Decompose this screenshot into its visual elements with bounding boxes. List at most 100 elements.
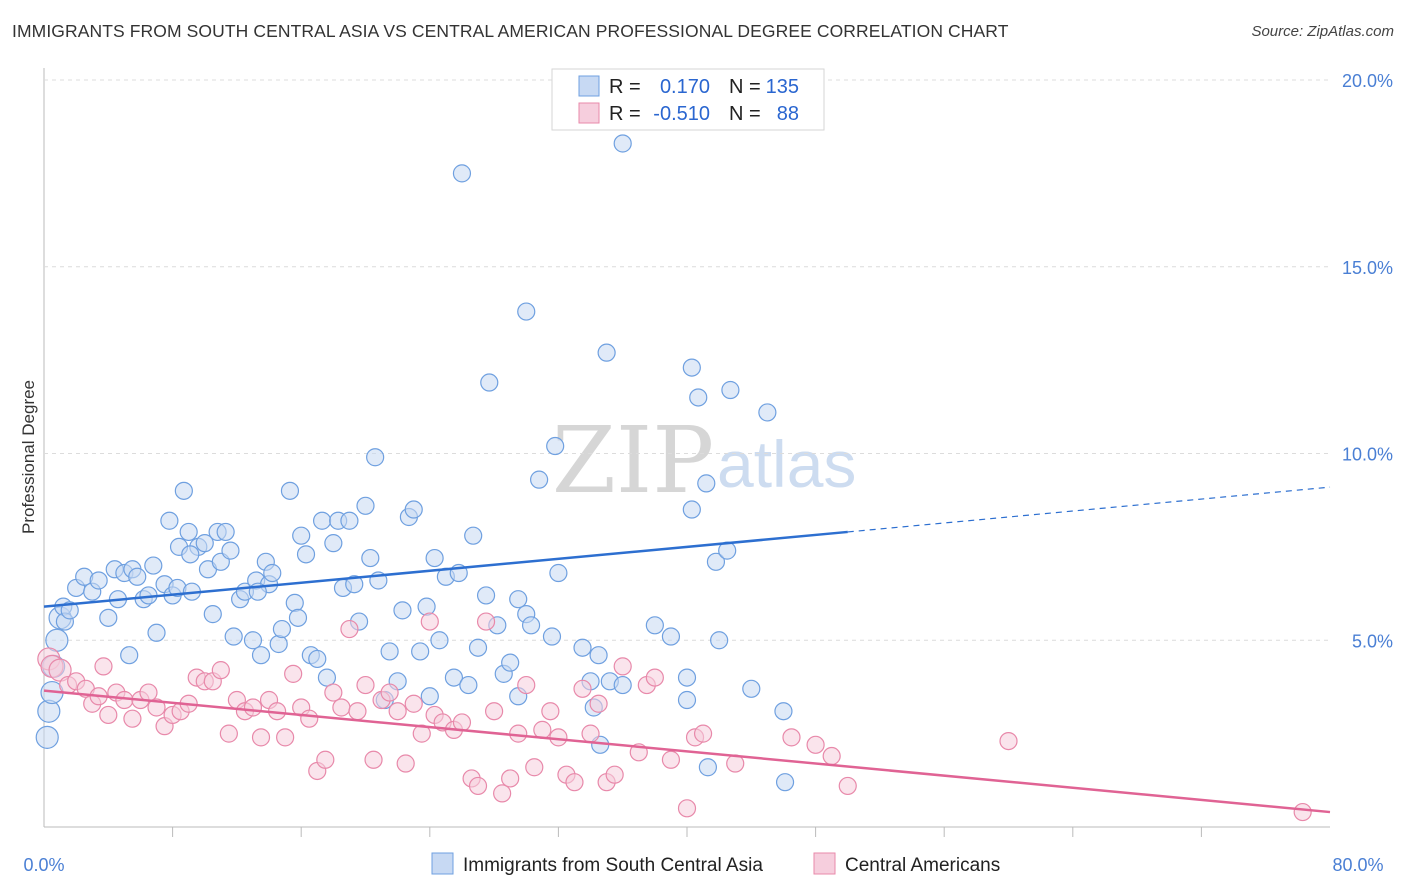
data-point: [774, 702, 793, 721]
data-point: [605, 765, 624, 784]
y-axis-label: Professional Degree: [19, 380, 38, 534]
data-point: [999, 731, 1018, 751]
y-tick-label: 5.0%: [1352, 631, 1393, 651]
trend-lines: [43, 486, 1331, 814]
data-point: [589, 694, 608, 713]
data-point: [485, 702, 504, 721]
data-point: [1293, 802, 1312, 822]
data-point: [224, 627, 243, 646]
data-point: [541, 702, 560, 721]
data-point: [710, 631, 729, 650]
data-point: [613, 675, 632, 695]
data-point: [147, 623, 166, 642]
data-point: [60, 601, 79, 620]
legend-swatch-blue: [578, 75, 600, 97]
data-point: [94, 657, 113, 676]
data-point: [356, 675, 375, 695]
data-point: [546, 436, 565, 456]
watermark-zip: ZIP: [552, 407, 714, 514]
data-point: [430, 631, 449, 650]
data-point: [345, 575, 364, 594]
data-point: [243, 631, 263, 650]
data-point: [542, 627, 562, 646]
data-point: [425, 548, 444, 568]
data-point: [221, 541, 240, 560]
data-point: [525, 758, 544, 777]
legend-n-value-2: 88: [777, 103, 799, 125]
data-point: [128, 567, 147, 586]
data-point: [308, 649, 327, 669]
y-tick-labels: 5.0% 10.0% 15.0% 20.0%: [1342, 71, 1393, 651]
data-point: [251, 728, 271, 747]
data-point: [35, 725, 59, 749]
data-point: [99, 608, 118, 627]
data-point: [356, 496, 375, 515]
data-point: [573, 638, 592, 657]
y-tick-label: 20.0%: [1342, 71, 1393, 91]
data-point: [219, 724, 238, 743]
data-point: [366, 448, 385, 467]
data-point: [549, 728, 568, 747]
data-point: [459, 675, 478, 695]
source-credit: Source: ZipAtlas.com: [1251, 23, 1394, 40]
bottom-legend-label-1: Immigrants from South Central Asia: [463, 855, 763, 876]
data-point: [468, 638, 488, 657]
legend-n-value-1: 135: [766, 76, 799, 98]
data-point: [179, 522, 198, 542]
data-point: [509, 590, 528, 609]
data-point: [280, 481, 300, 500]
legend-n-label-2: N =: [729, 103, 761, 125]
data-point: [380, 642, 399, 661]
data-point: [269, 634, 288, 654]
data-point: [501, 653, 520, 672]
data-point: [452, 164, 472, 183]
y-tick-label: 15.0%: [1342, 258, 1393, 278]
data-point: [775, 773, 795, 792]
data-point: [284, 664, 303, 683]
data-point: [530, 470, 549, 489]
data-point: [285, 593, 304, 613]
data-point: [758, 403, 777, 422]
correlation-legend: R = 0.170 N = 135 R = -0.510 N = 88: [551, 68, 825, 131]
data-point: [838, 776, 857, 796]
x-tick-label-max: 80.0%: [1332, 855, 1383, 875]
data-point: [340, 619, 359, 639]
data-point: [480, 373, 499, 392]
data-point: [689, 388, 708, 407]
data-point: [174, 481, 193, 500]
data-point: [243, 698, 263, 717]
data-point: [251, 646, 271, 665]
data-point: [144, 556, 163, 575]
data-point: [123, 709, 142, 728]
data-point: [263, 563, 282, 583]
data-point: [417, 597, 436, 616]
data-point: [742, 679, 761, 698]
data-point: [89, 571, 108, 590]
data-point: [203, 605, 222, 624]
data-point: [99, 705, 118, 725]
data-point: [361, 548, 380, 568]
data-point: [782, 728, 801, 747]
data-point: [581, 724, 600, 743]
x-tick-label-min: 0.0%: [23, 855, 64, 875]
data-point: [682, 358, 701, 377]
legend-r-label-1: R =: [609, 76, 641, 98]
data-point: [364, 750, 383, 769]
bottom-legend-label-2: Central Americans: [845, 855, 1000, 876]
data-point: [682, 500, 701, 519]
data-point: [312, 511, 332, 530]
data-point: [380, 683, 399, 702]
data-point: [501, 769, 520, 788]
data-point: [565, 773, 584, 792]
data-point: [549, 563, 568, 583]
data-point: [464, 526, 483, 545]
data-point: [613, 657, 632, 676]
data-point: [296, 545, 316, 564]
data-point: [573, 679, 592, 698]
data-point: [411, 642, 430, 661]
data-point: [468, 776, 488, 796]
data-point: [147, 698, 166, 717]
data-point: [661, 750, 681, 769]
data-point: [444, 668, 464, 687]
